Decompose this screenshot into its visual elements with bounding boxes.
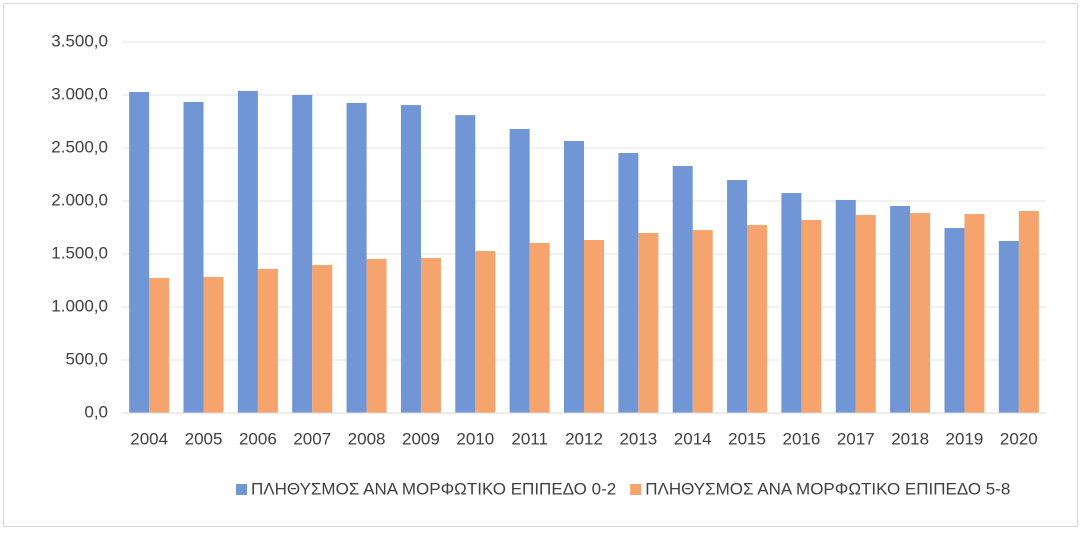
x-tick-label: 2006 bbox=[239, 429, 277, 448]
bar bbox=[400, 105, 421, 413]
legend-swatch bbox=[630, 484, 642, 495]
x-tick-label: 2007 bbox=[293, 429, 331, 448]
legend-swatch bbox=[236, 484, 247, 495]
x-tick-label: 2008 bbox=[348, 429, 386, 448]
bar bbox=[890, 205, 911, 413]
bar bbox=[292, 95, 313, 413]
x-tick-label: 2016 bbox=[782, 429, 820, 448]
bar bbox=[1018, 210, 1039, 413]
bar bbox=[944, 228, 965, 413]
bar bbox=[692, 230, 713, 413]
bar bbox=[237, 90, 258, 414]
bar bbox=[618, 152, 639, 413]
x-tick-label: 2019 bbox=[946, 429, 984, 448]
bar bbox=[910, 212, 931, 413]
y-tick-label: 3.000,0 bbox=[51, 84, 108, 103]
x-tick-label: 2011 bbox=[511, 429, 548, 448]
bar bbox=[747, 224, 768, 413]
x-tick-label: 2012 bbox=[565, 429, 603, 448]
bar bbox=[584, 240, 604, 413]
bar bbox=[727, 180, 748, 413]
bar bbox=[781, 193, 802, 413]
bar bbox=[346, 102, 367, 413]
x-tick-label: 2009 bbox=[402, 429, 440, 448]
y-tick-label: 3.500,0 bbox=[51, 31, 108, 50]
bar bbox=[420, 258, 441, 413]
bar bbox=[509, 128, 530, 414]
y-tick-label: 0,0 bbox=[84, 402, 108, 421]
bar bbox=[203, 277, 224, 413]
bar bbox=[835, 199, 856, 413]
bar bbox=[455, 115, 476, 413]
bar bbox=[801, 219, 822, 413]
y-tick-label: 2.000,0 bbox=[51, 190, 108, 209]
x-tick-label: 2014 bbox=[674, 429, 712, 448]
x-tick-label: 2005 bbox=[185, 429, 223, 448]
x-tick-label: 2013 bbox=[619, 429, 657, 448]
x-tick-label: 2018 bbox=[891, 429, 929, 448]
bar bbox=[366, 258, 387, 413]
bar bbox=[672, 166, 693, 413]
bar bbox=[638, 233, 659, 413]
bar bbox=[257, 268, 278, 413]
bar bbox=[475, 251, 496, 413]
bar bbox=[564, 141, 584, 413]
x-tick-label: 2004 bbox=[130, 429, 168, 448]
y-tick-label: 500,0 bbox=[65, 349, 108, 368]
x-tick-label: 2015 bbox=[728, 429, 766, 448]
bar bbox=[964, 214, 985, 413]
bar bbox=[129, 92, 150, 414]
bar bbox=[998, 240, 1019, 413]
bar bbox=[312, 265, 333, 413]
y-tick-label: 2.500,0 bbox=[51, 137, 108, 156]
x-tick-label: 2010 bbox=[456, 429, 494, 448]
bar bbox=[149, 277, 170, 413]
legend-label: ΠΛΗΘΥΣΜΟΣ ΑΝΑ ΜΟΡΦΩΤΙΚΟ ΕΠΙΠΕΔΟ 0-2 bbox=[251, 479, 616, 498]
y-tick-label: 1.000,0 bbox=[51, 296, 108, 315]
x-tick-label: 2020 bbox=[1000, 429, 1038, 448]
bar bbox=[183, 101, 204, 413]
y-tick-label: 1.500,0 bbox=[51, 243, 108, 262]
legend-label: ΠΛΗΘΥΣΜΟΣ ΑΝΑ ΜΟΡΦΩΤΙΚΟ ΕΠΙΠΕΔΟ 5-8 bbox=[645, 479, 1010, 498]
bar bbox=[855, 214, 876, 413]
bar bbox=[529, 242, 550, 413]
x-tick-label: 2017 bbox=[837, 429, 875, 448]
